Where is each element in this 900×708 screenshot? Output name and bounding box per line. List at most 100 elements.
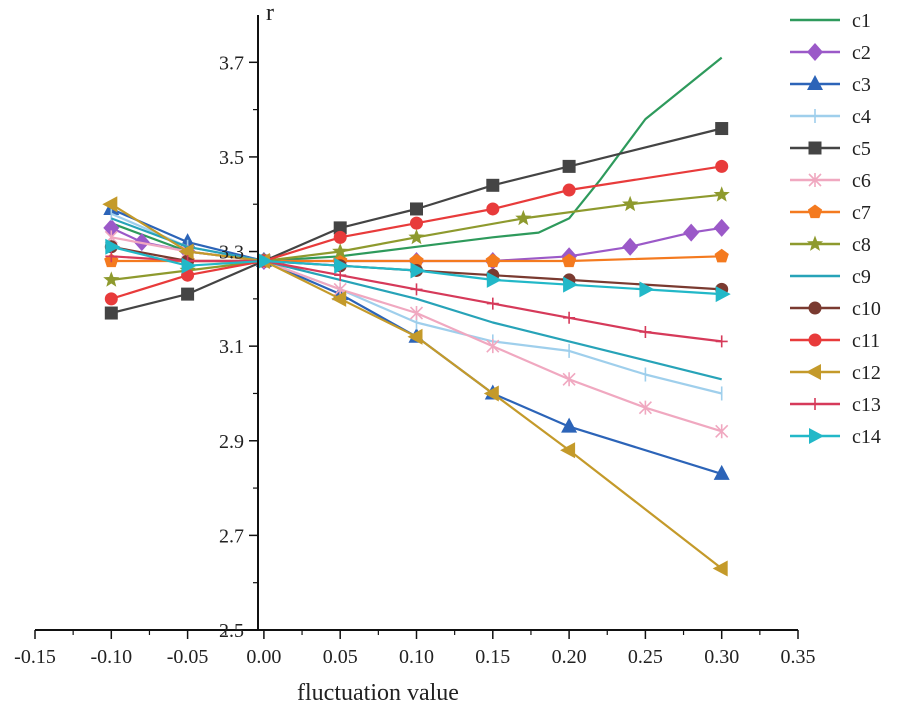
y-tick-label: 3.1	[219, 336, 244, 358]
data-point-c12	[102, 196, 118, 213]
series-c14	[105, 238, 731, 303]
data-point-c2	[622, 237, 639, 256]
series-layer	[102, 56, 731, 577]
data-point-c7	[485, 253, 500, 268]
x-axis-title: fluctuation value	[297, 680, 459, 706]
data-point-c12	[407, 328, 423, 345]
x-tick-label: -0.15	[14, 646, 56, 668]
data-point-c8	[622, 195, 639, 212]
y-tick-label: 2.9	[219, 431, 244, 453]
data-point-c5	[486, 178, 500, 192]
legend-marker-c8	[806, 235, 824, 251]
data-point-c14	[334, 257, 350, 274]
legend-entry-c11: c11	[790, 330, 880, 352]
y-tick-label: 2.7	[219, 525, 244, 547]
data-point-c14	[257, 253, 273, 269]
data-point-c8	[713, 186, 730, 202]
legend-marker-c14	[809, 428, 824, 444]
data-point-c8	[408, 228, 425, 245]
data-point-c6	[715, 424, 729, 439]
legend-entry-c2: c2	[790, 42, 871, 64]
data-point-c13	[105, 250, 118, 263]
data-point-c14	[181, 257, 197, 274]
x-tick-label: 0.15	[475, 646, 510, 668]
legend-label: c1	[852, 10, 871, 32]
y-axis-title: r	[266, 0, 274, 26]
x-tick-label: 0.30	[704, 646, 739, 668]
data-point-c3	[561, 417, 578, 433]
data-point-c5	[181, 287, 195, 301]
legend-marker-c12	[806, 364, 821, 380]
x-tick-label: 0.20	[552, 646, 587, 668]
data-point-c14	[563, 276, 579, 293]
data-point-c8	[332, 243, 349, 259]
data-point-c14	[486, 271, 502, 288]
data-point-c13	[715, 335, 728, 348]
data-point-c2	[683, 223, 700, 242]
x-tick-label: 0.10	[399, 646, 434, 668]
ticks-layer: -0.15 -0.10 -0.05 0.00 0.05 0.10 0.15 0.20 0.25 0…	[14, 52, 815, 668]
data-point-c6	[409, 306, 424, 321]
data-point-c12	[560, 442, 576, 459]
series-line-c9	[110, 217, 722, 381]
data-point-c11	[562, 183, 576, 197]
data-point-c5	[410, 202, 423, 216]
legend-label: c6	[852, 170, 871, 192]
data-point-c7	[561, 253, 577, 268]
data-point-c11	[715, 159, 729, 173]
legend-marker-c11	[808, 333, 822, 347]
legend-marker-c10	[808, 301, 822, 315]
legend-entry-c1: c1	[790, 10, 871, 32]
legend-entry-c4: c4	[790, 106, 871, 128]
legend-label: c2	[852, 42, 871, 64]
legend-entry-c5: c5	[790, 138, 871, 160]
legend-entry-c12: c12	[790, 362, 881, 384]
legend-label: c3	[852, 74, 871, 96]
data-point-c12	[178, 243, 194, 260]
legend-label: c9	[852, 266, 871, 288]
legend-label: c11	[852, 330, 880, 352]
legend-label: c4	[852, 106, 871, 128]
data-point-c6	[638, 400, 652, 415]
series-c12	[102, 196, 728, 577]
legend-label: c10	[852, 298, 881, 320]
series-line-c5	[111, 127, 722, 315]
legend-marker-c2	[807, 43, 823, 61]
data-point-c3	[713, 464, 730, 480]
series-line-c11	[110, 165, 722, 300]
data-point-c6	[486, 339, 500, 354]
data-point-c8	[103, 271, 120, 287]
data-point-c13	[563, 311, 576, 324]
legend-label: c8	[852, 234, 871, 256]
y-tick-label: 3.3	[219, 242, 244, 264]
data-point-c12	[712, 560, 728, 577]
data-point-c11	[486, 202, 500, 216]
legend-entry-c6: c6	[790, 170, 871, 192]
legend-label: c7	[852, 202, 871, 224]
legend-label: c12	[852, 362, 881, 384]
data-point-c5	[104, 306, 118, 320]
x-tick-label: 0.25	[628, 646, 663, 668]
series-line-c8	[111, 193, 722, 281]
legend-entry-c14: c14	[790, 426, 881, 448]
series-line-c12	[110, 203, 723, 570]
legend-label: c13	[852, 394, 881, 416]
data-point-c14	[105, 238, 121, 255]
x-tick-label: -0.10	[90, 646, 132, 668]
data-point-c11	[104, 292, 118, 306]
data-point-c7	[409, 253, 424, 268]
data-point-c13	[639, 325, 652, 338]
data-point-c14	[410, 262, 426, 279]
data-point-c13	[486, 297, 499, 310]
data-point-c7	[714, 248, 729, 263]
data-point-c2	[713, 218, 730, 237]
legend-entry-c13: c13	[790, 394, 881, 416]
legend-label: c14	[852, 426, 881, 448]
data-point-c13	[410, 283, 423, 296]
data-point-c6	[562, 372, 576, 387]
y-tick-label: 3.7	[219, 52, 244, 74]
legend-entry-c7: c7	[790, 202, 871, 224]
legend-marker-c6	[808, 173, 822, 187]
x-tick-label: 0.05	[323, 646, 358, 668]
